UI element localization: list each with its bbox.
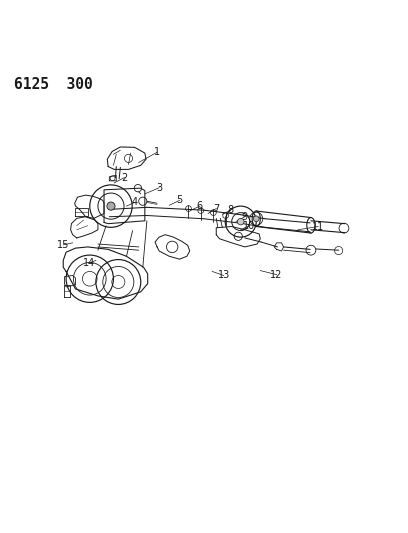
Text: 12: 12 [271, 270, 283, 280]
Text: 10: 10 [243, 221, 255, 231]
Circle shape [107, 202, 115, 210]
Text: 8: 8 [227, 205, 234, 215]
Text: 9: 9 [242, 212, 248, 222]
Text: 2: 2 [121, 173, 128, 183]
Text: 5: 5 [176, 196, 183, 205]
Circle shape [253, 216, 259, 222]
Text: 13: 13 [217, 270, 230, 280]
Text: 11: 11 [312, 222, 324, 231]
Text: 15: 15 [57, 240, 69, 250]
Text: 6125  300: 6125 300 [14, 77, 93, 92]
Text: 1: 1 [154, 147, 160, 157]
Text: 7: 7 [213, 204, 220, 214]
Text: 4: 4 [131, 197, 138, 207]
Text: 3: 3 [156, 183, 162, 193]
Circle shape [237, 219, 244, 225]
Text: 14: 14 [83, 258, 95, 268]
Text: 6: 6 [197, 201, 203, 211]
